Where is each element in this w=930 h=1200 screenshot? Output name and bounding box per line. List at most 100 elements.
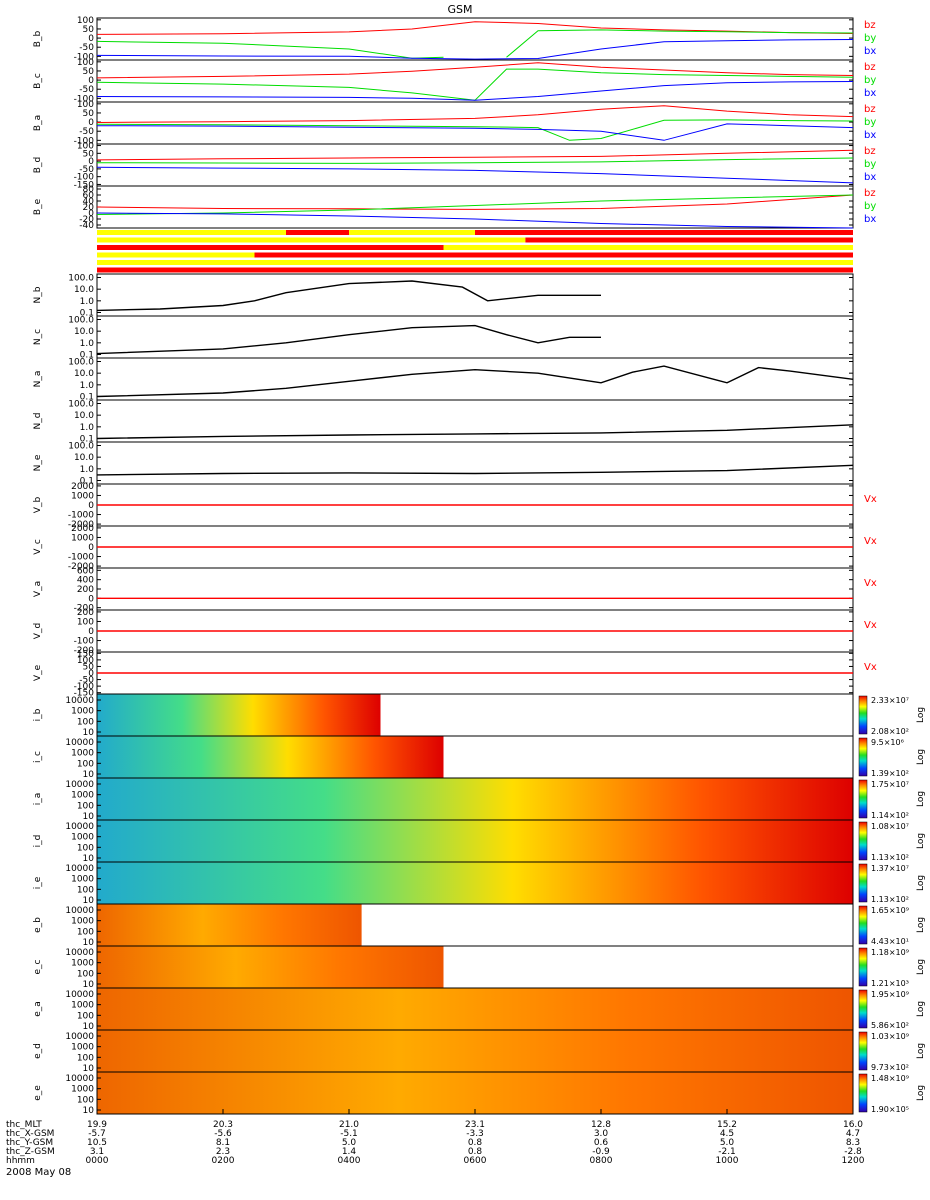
series-line-bz: [96, 105, 854, 123]
y-tick-label: 10000: [65, 1032, 94, 1042]
panel-label-B_c: B_c: [33, 73, 43, 89]
mode-bar-segment: [254, 252, 853, 258]
y-tick-label: 0.1: [80, 308, 94, 318]
y-tick-label: 0.1: [80, 434, 94, 444]
y-tick-label: 150: [77, 649, 94, 659]
time-axis-value: 5.0: [342, 1138, 357, 1148]
density-line-N_c: [96, 324, 601, 355]
legend-label-bz: bz: [864, 104, 876, 115]
y-tick-label: 100: [77, 142, 94, 152]
y-tick-label: 10: [83, 854, 95, 864]
time-axis-value: 2.3: [216, 1147, 230, 1157]
panel-label-e_c: e_c: [33, 959, 43, 974]
colorbar-unit-label: Log: [916, 959, 926, 975]
y-tick-label: 0: [88, 209, 94, 219]
legend-label-by: by: [864, 117, 876, 128]
mode-bars: [97, 230, 853, 273]
colorbar-unit-label: Log: [916, 1043, 926, 1059]
panel-label-V_a: V_a: [33, 581, 43, 597]
legend-label-vx: Vx: [864, 494, 877, 505]
panel-label-i_e: i_e: [33, 876, 43, 889]
y-tick-label: 0: [88, 34, 94, 44]
legend-label-by: by: [864, 201, 876, 212]
y-tick-label: -100: [74, 173, 95, 183]
spectrogram-fill-e_a: [97, 988, 853, 1030]
panel-label-V_c: V_c: [33, 539, 43, 555]
time-axis-value: 3.0: [594, 1129, 609, 1139]
y-tick-label: 100: [77, 58, 94, 68]
time-axis-value: 0200: [212, 1156, 235, 1166]
legend-label-bx: bx: [864, 214, 876, 225]
y-tick-label: 10: [83, 1106, 95, 1116]
colorbar-unit-label: Log: [916, 791, 926, 807]
y-tick-label: 10000: [65, 864, 94, 874]
mode-bar-segment: [525, 237, 853, 243]
time-axis-value: -3.3: [466, 1129, 484, 1139]
colorbar-min-e_c: 1.21×10³: [871, 979, 909, 988]
y-tick-label: 100.0: [68, 442, 94, 452]
time-axis-value: -2.1: [718, 1147, 736, 1157]
time-axis-value: -0.9: [592, 1147, 610, 1157]
y-tick-label: 100: [77, 16, 94, 26]
y-tick-label: 0: [88, 76, 94, 86]
y-tick-label: 60: [83, 191, 95, 201]
y-tick-label: 0.1: [80, 350, 94, 360]
panel-frame-B_d: [96, 143, 854, 187]
time-axis-value: -2.8: [844, 1147, 862, 1157]
y-tick-label: 10000: [65, 780, 94, 790]
y-tick-label: 0: [88, 118, 94, 128]
y-tick-label: 1.0: [80, 297, 95, 307]
legend-label-bx: bx: [864, 88, 876, 99]
colorbar-max-e_c: 1.18×10⁹: [871, 948, 909, 957]
panel-frame-N_b: [96, 273, 854, 317]
time-axis-value: 19.9: [87, 1120, 107, 1130]
colorbar-i_b: [858, 695, 868, 735]
colorbar-min-i_e: 1.13×10²: [871, 895, 909, 904]
colorbar-max-e_a: 1.95×10⁹: [871, 990, 909, 999]
colorbar-max-i_a: 1.75×10⁷: [871, 780, 909, 789]
density-line-N_d: [96, 424, 854, 440]
date-label: 2008 May 08: [6, 1167, 71, 1178]
panel-label-N_c: N_c: [33, 329, 43, 345]
time-axis-value: 0.6: [594, 1138, 609, 1148]
time-axis-row-label: thc_MLT: [6, 1120, 42, 1130]
panel-label-i_d: i_d: [33, 835, 43, 848]
y-tick-label: 10000: [65, 948, 94, 958]
panel-label-V_d: V_d: [33, 623, 43, 639]
colorbar-max-e_e: 1.48×10⁹: [871, 1074, 909, 1083]
time-axis-value: -5.6: [214, 1129, 232, 1139]
panel-label-N_e: N_e: [33, 454, 43, 471]
panel-label-B_d: B_d: [33, 157, 43, 173]
series-line-bz: [96, 62, 854, 79]
y-tick-label: 1000: [71, 1043, 94, 1053]
colorbar-min-i_a: 1.14×10²: [871, 811, 909, 820]
y-tick-label: 0: [88, 669, 94, 679]
y-tick-label: 1000: [71, 1085, 94, 1095]
panel-frame-B_a: [96, 101, 854, 145]
y-tick-label: 100.0: [68, 274, 94, 284]
y-tick-label: 0.1: [80, 476, 94, 486]
colorbar-unit-label: Log: [916, 1001, 926, 1017]
mode-bar-segment: [97, 267, 853, 273]
y-tick-label: 10000: [65, 990, 94, 1000]
y-tick-label: 1000: [71, 791, 94, 801]
y-tick-label: 2000: [71, 524, 94, 534]
y-tick-label: 200: [77, 608, 94, 618]
y-tick-label: -20: [79, 215, 94, 225]
panel-label-B_e: B_e: [33, 198, 43, 215]
y-tick-label: 100: [77, 969, 94, 979]
legend-label-bx: bx: [864, 46, 876, 57]
time-axis-value: 4.7: [846, 1129, 860, 1139]
mode-bar-segment: [286, 230, 349, 235]
time-axis-value: 8.3: [846, 1138, 860, 1148]
spectrogram-fill-e_e: [97, 1072, 853, 1114]
spectrogram-fill-e_d: [97, 1030, 853, 1072]
colorbar-min-e_a: 5.86×10²: [871, 1021, 909, 1030]
colorbar-max-i_d: 1.08×10⁷: [871, 822, 909, 831]
y-tick-label: -50: [79, 85, 94, 95]
spectrogram-fill-e_c: [97, 946, 444, 988]
series-line-bx: [96, 123, 854, 141]
time-axis-row-label: thc_Z-GSM: [6, 1147, 55, 1157]
series-line-bx: [96, 212, 854, 229]
